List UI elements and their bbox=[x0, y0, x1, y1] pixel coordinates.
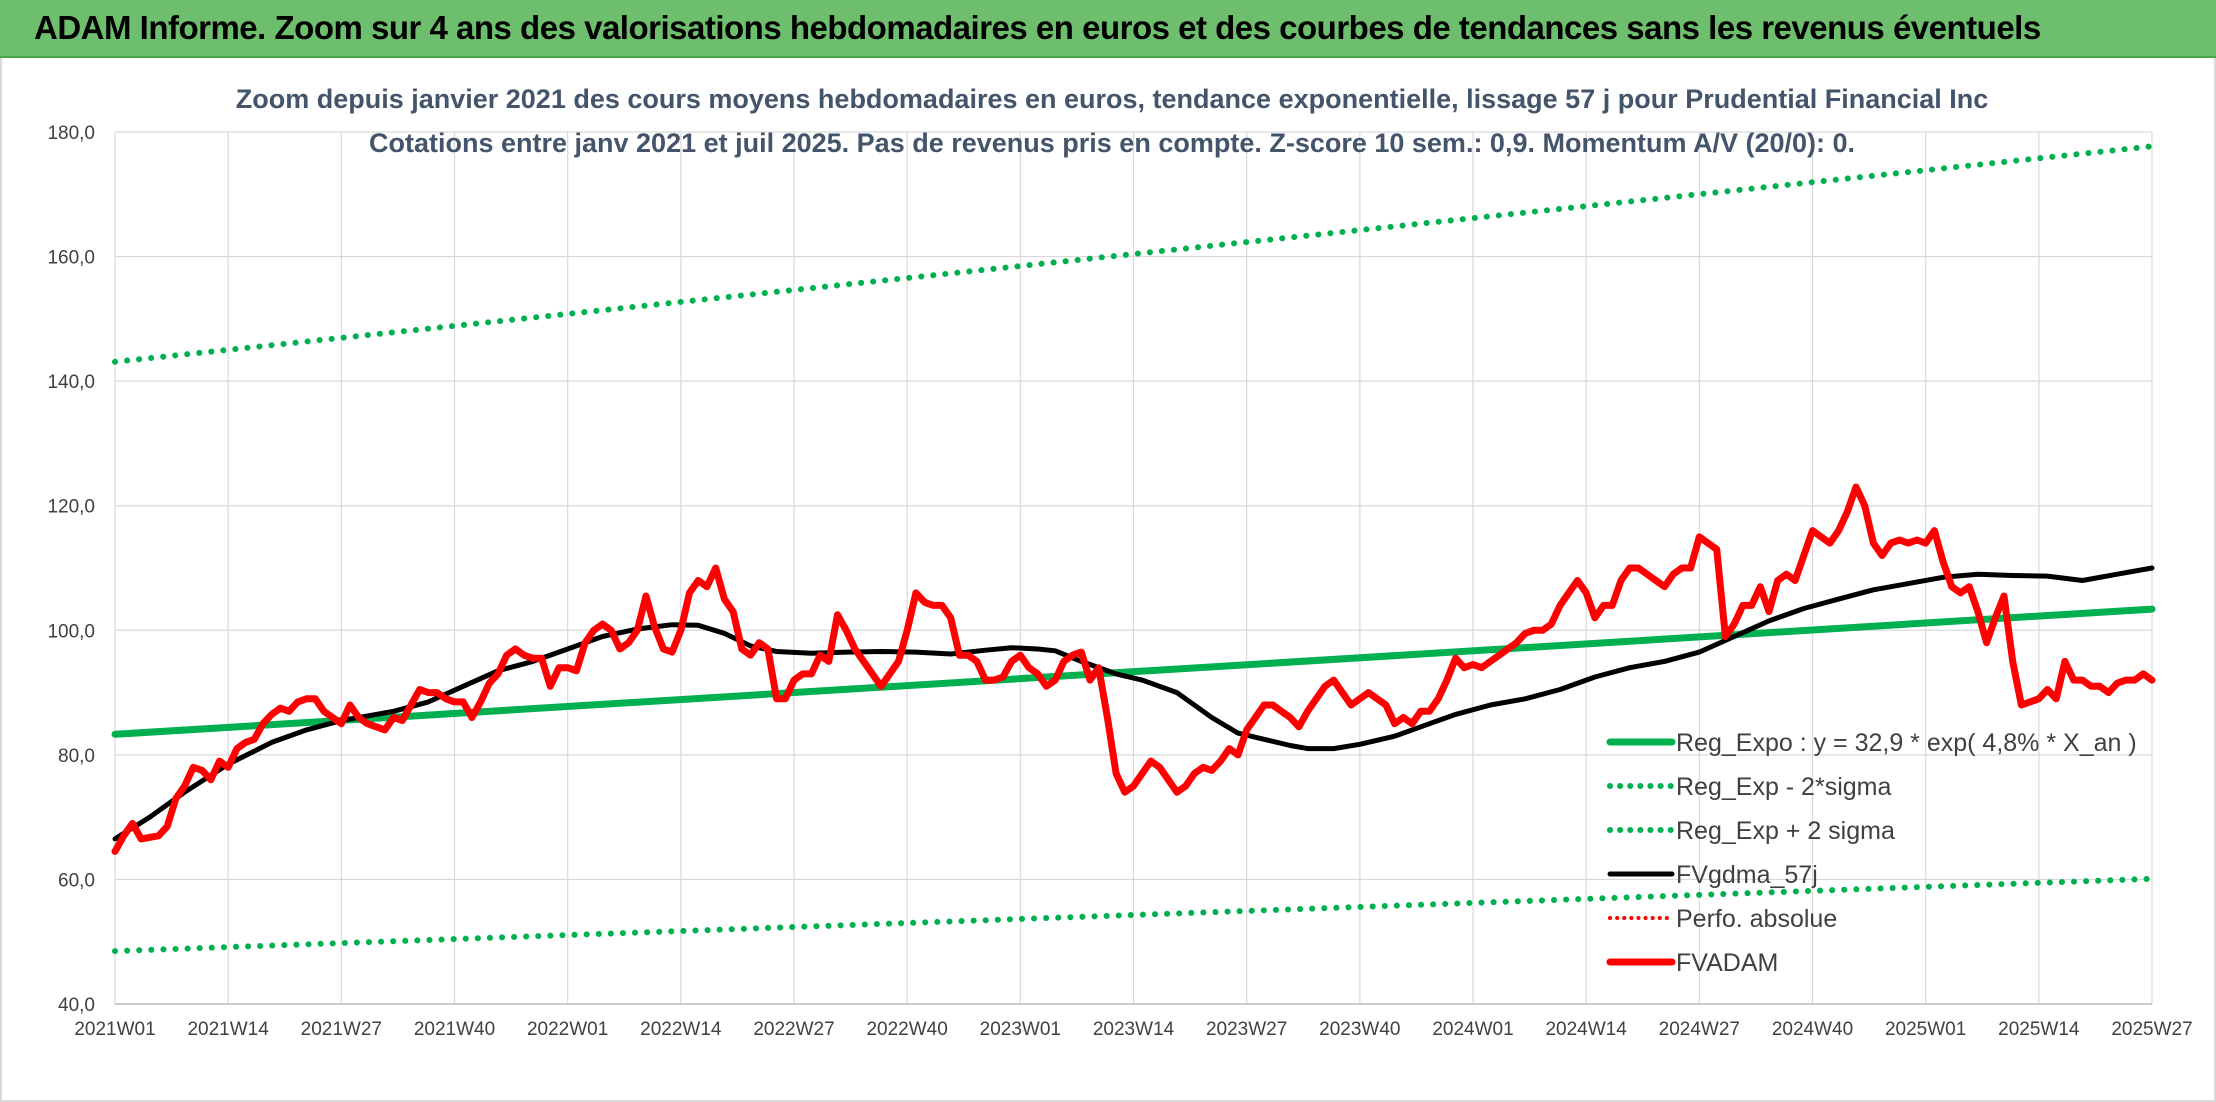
x-tick-label: 2021W27 bbox=[301, 1019, 382, 1040]
y-tick-label: 80,0 bbox=[58, 746, 95, 767]
legend-label: Reg_Exp - 2*sigma bbox=[1676, 773, 1891, 801]
reg-minus-2sigma-line bbox=[112, 875, 2155, 955]
reg-expo-line bbox=[111, 605, 2156, 738]
x-tick-label: 2022W40 bbox=[866, 1019, 947, 1040]
report-banner: ADAM Informe. Zoom sur 4 ans des valoris… bbox=[0, 0, 2216, 58]
series bbox=[111, 143, 2156, 955]
x-tick-label: 2025W27 bbox=[2111, 1019, 2192, 1040]
chart-title: Zoom depuis janvier 2021 des cours moyen… bbox=[236, 84, 1989, 114]
legend: Reg_Expo : y = 32,9 * exp( 4,8% * X_an )… bbox=[1606, 729, 2137, 977]
y-tick-label: 100,0 bbox=[47, 621, 95, 642]
x-tick-label: 2023W40 bbox=[1319, 1019, 1400, 1040]
x-tick-label: 2023W27 bbox=[1206, 1019, 1287, 1040]
reg-plus-2sigma-line bbox=[112, 143, 2155, 365]
x-tick-label: 2021W40 bbox=[414, 1019, 495, 1040]
chart-subtitle: Cotations entre janv 2021 et juil 2025. … bbox=[369, 128, 1855, 158]
x-tick-label: 2023W01 bbox=[980, 1019, 1061, 1040]
y-tick-label: 40,0 bbox=[58, 995, 95, 1016]
x-tick-label: 2025W01 bbox=[1885, 1019, 1966, 1040]
x-tick-label: 2022W14 bbox=[640, 1019, 722, 1040]
grid bbox=[114, 131, 2153, 1005]
x-tick-label: 2024W40 bbox=[1772, 1019, 1853, 1040]
y-tick-label: 180,0 bbox=[47, 123, 95, 144]
legend-label: Reg_Expo : y = 32,9 * exp( 4,8% * X_an ) bbox=[1676, 729, 2137, 757]
y-tick-label: 160,0 bbox=[47, 248, 95, 269]
x-tick-label: 2025W14 bbox=[1998, 1019, 2080, 1040]
x-tick-label: 2022W01 bbox=[527, 1019, 608, 1040]
chart-svg: Zoom depuis janvier 2021 des cours moyen… bbox=[47, 84, 2192, 1040]
legend-label: FVADAM bbox=[1676, 949, 1778, 977]
x-tick-label: 2024W27 bbox=[1659, 1019, 1740, 1040]
x-tick-label: 2021W01 bbox=[74, 1019, 155, 1040]
chart-frame: Zoom depuis janvier 2021 des cours moyen… bbox=[0, 58, 2216, 1102]
y-tick-label: 60,0 bbox=[58, 870, 95, 891]
legend-label: Perfo. absolue bbox=[1676, 905, 1837, 933]
axes: 40,0 60,0 80,0 100,0 120,0 140,0 160,0 180,0 202… bbox=[47, 123, 2192, 1040]
legend-label: FVgdma_57j bbox=[1676, 861, 1818, 889]
x-tick-label: 2021W14 bbox=[187, 1019, 269, 1040]
x-tick-label: 2022W27 bbox=[753, 1019, 834, 1040]
x-tick-label: 2023W14 bbox=[1093, 1019, 1175, 1040]
fvadam-line bbox=[111, 483, 2156, 855]
report-title: ADAM Informe. Zoom sur 4 ans des valoris… bbox=[34, 9, 2041, 46]
x-tick-label: 2024W01 bbox=[1432, 1019, 1513, 1040]
y-tick-label: 140,0 bbox=[47, 372, 95, 393]
y-tick-label: 120,0 bbox=[47, 497, 95, 518]
fvgdma-57j-line bbox=[112, 565, 2155, 842]
x-tick-label: 2024W14 bbox=[1545, 1019, 1627, 1040]
legend-label: Reg_Exp + 2 sigma bbox=[1676, 817, 1895, 845]
